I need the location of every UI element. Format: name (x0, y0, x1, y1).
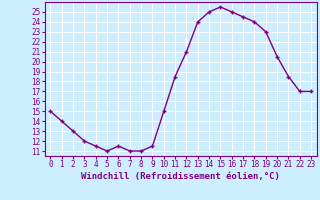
X-axis label: Windchill (Refroidissement éolien,°C): Windchill (Refroidissement éolien,°C) (81, 172, 280, 181)
